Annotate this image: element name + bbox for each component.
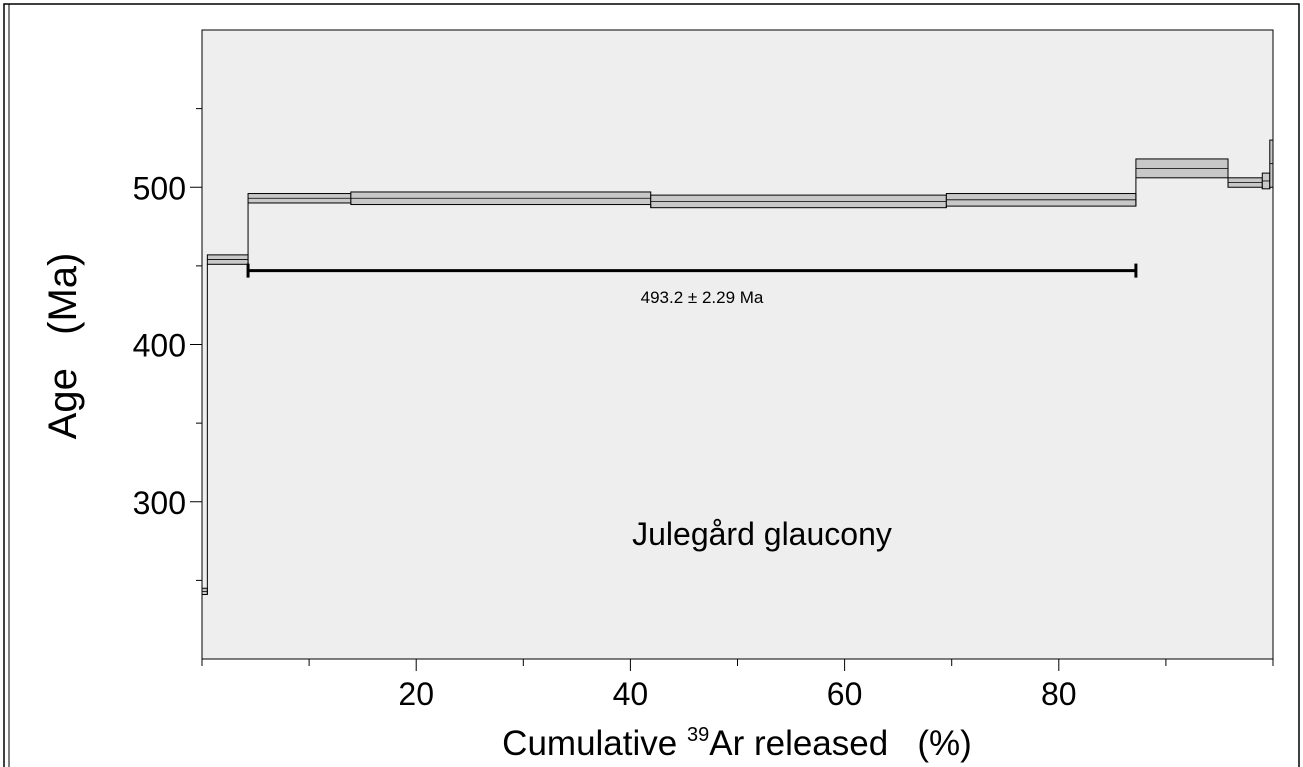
plateau-bar	[246, 263, 1138, 278]
x-tick-label: 40	[613, 676, 649, 712]
x-tick-label: 20	[398, 676, 434, 712]
sample-annotation: Julegård glaucony	[632, 516, 892, 552]
x-tick-label: 80	[1041, 676, 1077, 712]
y-tick-label: 400	[133, 328, 186, 364]
age-spectrum-steps	[201, 139, 1274, 596]
x-axis-label-suffix: Ar released (%)	[709, 724, 972, 763]
y-axis-ticks: 300 400 500	[133, 108, 202, 581]
y-tick-label: 300	[133, 485, 186, 521]
y-axis-label: Age (Ma)	[41, 253, 85, 440]
x-axis-label: Cumulative 39Ar released (%)	[502, 724, 972, 763]
x-axis-ticks: 20 40 60 80	[201, 659, 1274, 712]
plot-area	[201, 29, 1274, 660]
x-tick-label: 60	[827, 676, 863, 712]
plateau-age-label: 493.2 ± 2.29 Ma	[641, 288, 764, 307]
y-tick-label: 500	[133, 170, 186, 206]
x-axis-label-superscript: 39	[687, 724, 709, 746]
x-axis-label-prefix: Cumulative	[502, 724, 687, 763]
